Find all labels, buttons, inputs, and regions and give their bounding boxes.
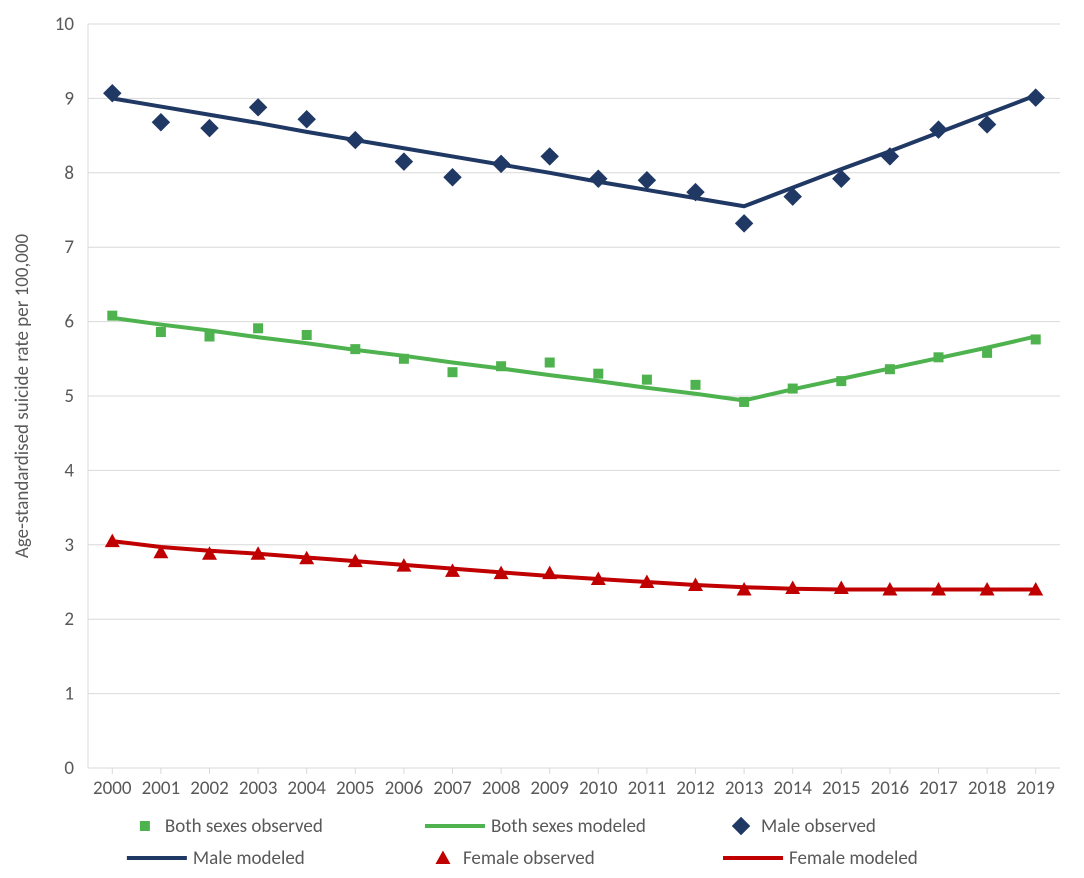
legend-label: Female observed [463,847,595,870]
series-markers-both_observed [107,311,1040,407]
diamond-marker [735,214,753,232]
square-marker [302,330,312,340]
x-tick-label: 2016 [871,777,910,800]
square-marker [788,384,798,394]
x-tick-label: 2000 [93,777,132,800]
x-tick-label: 2018 [968,777,1007,800]
diamond-marker [443,168,461,186]
x-tick-label: 2017 [919,777,958,800]
square-marker [205,331,215,341]
x-tick-label: 2007 [433,777,472,800]
diamond-marker [297,110,315,128]
series-line-both_modeled [112,318,1035,401]
x-tick-label: 2010 [579,777,618,800]
diamond-marker [395,152,413,170]
legend-label: Male modeled [193,847,305,870]
x-tick-label: 2009 [530,777,569,800]
x-tick-label: 2001 [142,777,181,800]
y-tick-label: 5 [64,385,74,408]
x-tick-label: 2013 [725,777,764,800]
y-tick-label: 9 [64,87,74,110]
square-marker [982,348,992,358]
x-tick-label: 2003 [239,777,278,800]
legend-label: Female modeled [789,847,918,870]
y-tick-label: 6 [64,311,74,334]
square-marker [691,380,701,390]
triangle-marker [834,580,849,594]
square-marker [739,397,749,407]
square-marker [545,358,555,368]
series-markers-female_observed [105,534,1043,596]
y-tick-label: 10 [55,13,75,36]
x-tick-label: 2004 [287,777,326,800]
square-marker [156,327,166,337]
square-marker [836,376,846,386]
diamond-marker [346,131,364,149]
triangle-marker [435,851,450,865]
x-tick-label: 2019 [1016,777,1055,800]
square-marker [107,311,117,321]
series-line-female_modeled [112,541,1035,589]
square-marker [593,369,603,379]
diamond-marker [732,817,750,835]
y-tick-label: 7 [64,236,74,259]
suicide-rate-chart: 0 1 2 3 4 5 6 7 8 9 10 2000 2001 2002 2003 2004 2005 2006… [0,0,1084,878]
legend-label: Male observed [761,815,876,838]
square-marker [253,323,263,333]
diamond-marker [540,147,558,165]
x-tick-label: 2002 [190,777,229,800]
square-marker [350,344,360,354]
x-tick-label: 2008 [482,777,521,800]
diamond-marker [638,171,656,189]
y-tick-label: 3 [64,534,74,557]
x-tick-label: 2014 [773,777,812,800]
y-tick-label: 0 [64,757,74,780]
x-tick-label: 2006 [385,777,424,800]
triangle-marker [542,566,557,580]
chart-svg: 0 1 2 3 4 5 6 7 8 9 10 2000 2001 2002 2003 2004 2005 2006… [0,0,1084,878]
square-marker [448,367,458,377]
square-marker [140,821,150,831]
square-marker [642,375,652,385]
y-tick-label: 4 [64,459,74,482]
diamond-marker [492,155,510,173]
series-markers-male_observed [103,84,1045,233]
diamond-marker [152,113,170,131]
y-tick-label: 8 [64,162,74,185]
square-marker [496,361,506,371]
series-line-male_modeled [112,95,1035,206]
square-marker [1031,334,1041,344]
x-tick-label: 2012 [676,777,715,800]
legend-label: Both sexes observed [165,815,323,838]
legend-label: Both sexes modeled [491,815,646,838]
square-marker [399,354,409,364]
diamond-marker [249,98,267,116]
diamond-marker [1026,88,1044,106]
diamond-marker [589,170,607,188]
x-tick-label: 2005 [336,777,375,800]
square-marker [885,364,895,374]
x-tick-label: 2011 [628,777,667,800]
diamond-marker [200,119,218,137]
y-axis-title: Age-standardised suicide rate per 100,00… [11,233,34,558]
y-tick-label: 1 [64,683,74,706]
square-marker [934,352,944,362]
y-tick-label: 2 [64,608,74,631]
x-tick-label: 2015 [822,777,861,800]
